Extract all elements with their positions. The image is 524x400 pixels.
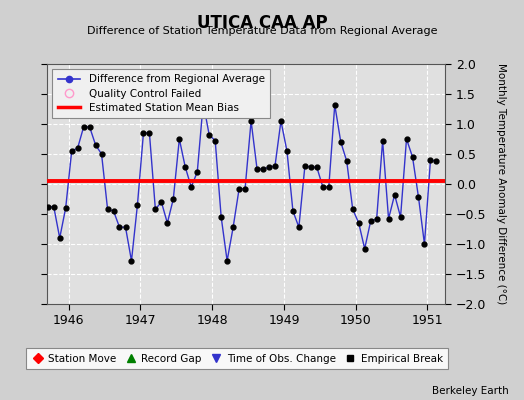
Legend: Difference from Regional Average, Quality Control Failed, Estimated Station Mean: Difference from Regional Average, Qualit… <box>52 69 270 118</box>
Legend: Station Move, Record Gap, Time of Obs. Change, Empirical Break: Station Move, Record Gap, Time of Obs. C… <box>26 348 448 369</box>
Text: Difference of Station Temperature Data from Regional Average: Difference of Station Temperature Data f… <box>87 26 437 36</box>
Text: UTICA CAA AP: UTICA CAA AP <box>196 14 328 32</box>
Text: Berkeley Earth: Berkeley Earth <box>432 386 508 396</box>
Y-axis label: Monthly Temperature Anomaly Difference (°C): Monthly Temperature Anomaly Difference (… <box>496 63 506 305</box>
